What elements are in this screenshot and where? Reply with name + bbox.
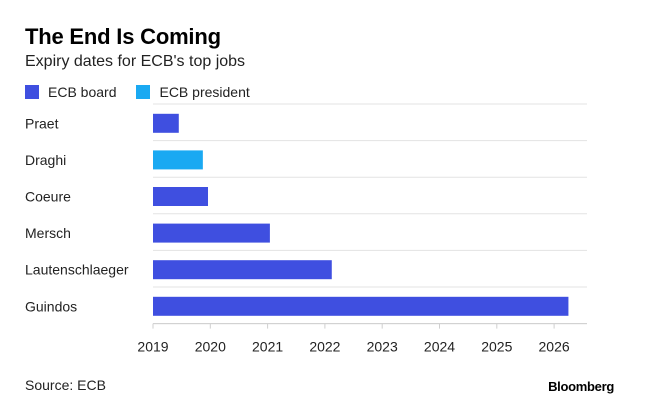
source-note: Source: ECB (25, 377, 106, 393)
bar (153, 113, 179, 133)
bar (153, 296, 569, 316)
category-label: Lautenschlaeger (25, 262, 129, 278)
category-label: Draghi (25, 152, 66, 168)
category-label: Mersch (25, 225, 71, 241)
legend-swatch-ecb-president (136, 85, 151, 99)
x-tick-label: 2023 (367, 339, 398, 355)
bar (153, 187, 209, 206)
bar (153, 223, 270, 243)
legend-item-ecb-board: ECB board (25, 84, 116, 100)
x-tick-label: 2020 (195, 339, 226, 355)
category-label: Guindos (25, 298, 77, 314)
bar (153, 150, 203, 170)
legend-label-ecb-board: ECB board (48, 84, 117, 100)
category-label: Coeure (25, 189, 71, 205)
x-tick-label: 2026 (539, 339, 570, 355)
x-tick-label: 2024 (424, 339, 455, 355)
chart-subtitle: Expiry dates for ECB's top jobs (25, 53, 246, 70)
category-label: Praet (25, 115, 59, 131)
legend-label-ecb-president: ECB president (159, 84, 250, 100)
legend: ECB board ECB president (25, 84, 270, 100)
legend-item-ecb-president: ECB president (136, 84, 250, 100)
x-tick-label: 2019 (137, 339, 168, 355)
x-tick-label: 2022 (309, 339, 340, 355)
bar (153, 260, 332, 280)
chart-title: The End Is Coming (25, 24, 221, 49)
x-tick-label: 2021 (252, 339, 283, 355)
legend-swatch-ecb-board (25, 85, 39, 99)
bloomberg-logo: Bloomberg (548, 379, 614, 394)
x-tick-label: 2025 (481, 339, 512, 355)
